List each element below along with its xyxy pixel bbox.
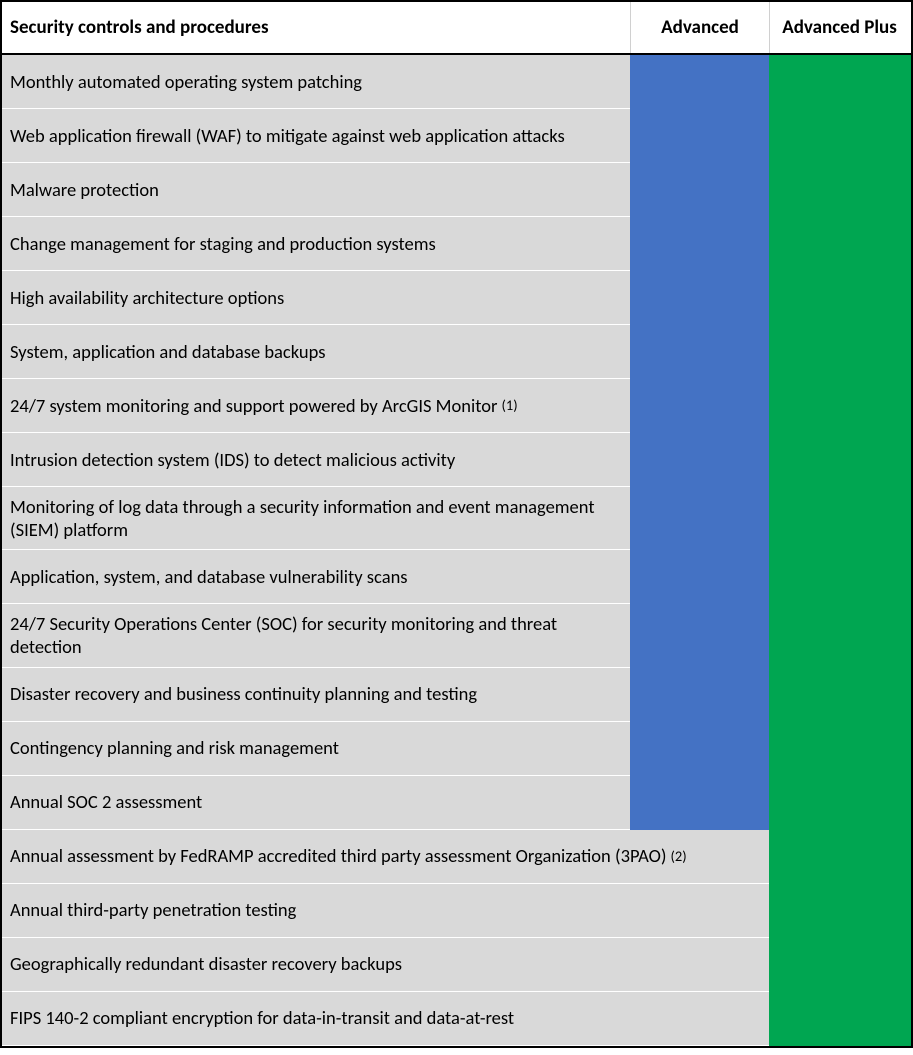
table-row: Geographically redundant disaster recove… (2, 938, 911, 992)
cell-advanced (630, 163, 769, 217)
cell-advanced-plus (769, 379, 909, 433)
cell-advanced-plus (769, 938, 909, 992)
cell-advanced-plus (769, 325, 909, 379)
row-label-text: 24/7 Security Operations Center (SOC) fo… (10, 612, 622, 658)
row-label: Change management for staging and produc… (2, 217, 630, 271)
table-row: 24/7 system monitoring and support power… (2, 379, 911, 433)
cell-advanced-plus (769, 487, 909, 550)
cell-advanced (630, 604, 769, 667)
row-label: Annual SOC 2 assessment (2, 776, 630, 830)
cell-advanced-plus (769, 271, 909, 325)
cell-advanced (630, 325, 769, 379)
cell-advanced-plus (769, 604, 909, 667)
row-label-note: (1) (501, 396, 517, 414)
row-label: Annual third-party penetration testing (2, 884, 769, 938)
table-row: Annual assessment by FedRAMP accredited … (2, 830, 911, 884)
row-label-text: Application, system, and database vulner… (10, 565, 408, 588)
row-label-text: Monthly automated operating system patch… (10, 70, 362, 93)
cell-advanced-plus (769, 217, 909, 271)
table-body: Monthly automated operating system patch… (2, 55, 911, 1046)
row-label-text: Contingency planning and risk management (10, 736, 339, 759)
cell-advanced-plus (769, 992, 909, 1046)
table-row: Monthly automated operating system patch… (2, 55, 911, 109)
row-label: Malware protection (2, 163, 630, 217)
table-row: Application, system, and database vulner… (2, 550, 911, 604)
table-row: 24/7 Security Operations Center (SOC) fo… (2, 604, 911, 667)
row-label: 24/7 system monitoring and support power… (2, 379, 630, 433)
row-label: FIPS 140-2 compliant encryption for data… (2, 992, 769, 1046)
cell-advanced-plus (769, 163, 909, 217)
cell-advanced (630, 217, 769, 271)
header-label: Security controls and procedures (2, 2, 630, 53)
table-row: Monitoring of log data through a securit… (2, 487, 911, 550)
row-label-text: Intrusion detection system (IDS) to dete… (10, 448, 455, 471)
row-label-text: Annual assessment by FedRAMP accredited … (10, 844, 667, 867)
row-label: Contingency planning and risk management (2, 722, 630, 776)
row-label-text: Change management for staging and produc… (10, 232, 436, 255)
table-row: FIPS 140-2 compliant encryption for data… (2, 992, 911, 1046)
cell-advanced-plus (769, 668, 909, 722)
table-row: High availability architecture options (2, 271, 911, 325)
table-header-row: Security controls and procedures Advance… (2, 2, 911, 55)
row-label-text: Annual SOC 2 assessment (10, 790, 202, 813)
header-advanced-plus: Advanced Plus (769, 2, 909, 53)
row-label-text: Annual third-party penetration testing (10, 898, 296, 921)
table-row: System, application and database backups (2, 325, 911, 379)
cell-advanced-plus (769, 722, 909, 776)
cell-advanced (630, 433, 769, 487)
cell-advanced-plus (769, 433, 909, 487)
header-advanced: Advanced (630, 2, 769, 53)
row-label-note: (2) (671, 847, 687, 865)
row-label: Web application firewall (WAF) to mitiga… (2, 109, 630, 163)
row-label: 24/7 Security Operations Center (SOC) fo… (2, 604, 630, 667)
row-label: Intrusion detection system (IDS) to dete… (2, 433, 630, 487)
security-controls-table: Security controls and procedures Advance… (0, 0, 913, 1048)
cell-advanced-plus (769, 830, 909, 884)
row-label-text: Web application firewall (WAF) to mitiga… (10, 124, 565, 147)
table-row: Change management for staging and produc… (2, 217, 911, 271)
cell-advanced-plus (769, 109, 909, 163)
cell-advanced (630, 271, 769, 325)
row-label: Annual assessment by FedRAMP accredited … (2, 830, 769, 884)
row-label-text: High availability architecture options (10, 286, 284, 309)
row-label-text: Malware protection (10, 178, 159, 201)
table-row: Intrusion detection system (IDS) to dete… (2, 433, 911, 487)
table-row: Annual SOC 2 assessment (2, 776, 911, 830)
row-label: Monitoring of log data through a securit… (2, 487, 630, 550)
row-label: System, application and database backups (2, 325, 630, 379)
table-row: Malware protection (2, 163, 911, 217)
row-label-text: FIPS 140-2 compliant encryption for data… (10, 1006, 514, 1029)
cell-advanced (630, 776, 769, 830)
row-label-text: Monitoring of log data through a securit… (10, 495, 622, 541)
table-row: Contingency planning and risk management (2, 722, 911, 776)
row-label: Monthly automated operating system patch… (2, 55, 630, 109)
table-row: Disaster recovery and business continuit… (2, 668, 911, 722)
row-label: Application, system, and database vulner… (2, 550, 630, 604)
row-label-text: Disaster recovery and business continuit… (10, 682, 477, 705)
cell-advanced (630, 550, 769, 604)
cell-advanced (630, 109, 769, 163)
row-label: Disaster recovery and business continuit… (2, 668, 630, 722)
cell-advanced (630, 379, 769, 433)
cell-advanced (630, 55, 769, 109)
row-label-text: Geographically redundant disaster recove… (10, 952, 402, 975)
cell-advanced-plus (769, 884, 909, 938)
row-label: High availability architecture options (2, 271, 630, 325)
table-row: Annual third-party penetration testing (2, 884, 911, 938)
cell-advanced-plus (769, 55, 909, 109)
row-label-text: 24/7 system monitoring and support power… (10, 394, 497, 417)
table-row: Web application firewall (WAF) to mitiga… (2, 109, 911, 163)
cell-advanced (630, 487, 769, 550)
row-label: Geographically redundant disaster recove… (2, 938, 769, 992)
cell-advanced (630, 722, 769, 776)
cell-advanced-plus (769, 776, 909, 830)
cell-advanced (630, 668, 769, 722)
cell-advanced-plus (769, 550, 909, 604)
row-label-text: System, application and database backups (10, 340, 326, 363)
